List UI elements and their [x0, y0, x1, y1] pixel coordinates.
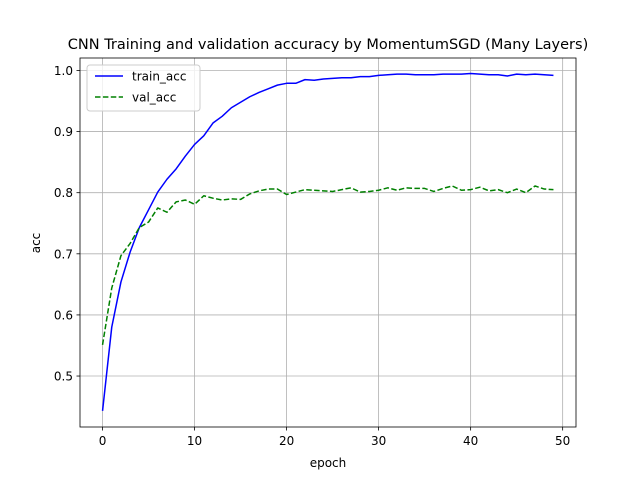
series-line-val_acc: [101, 185, 554, 345]
grid: [80, 58, 576, 427]
x-tick-label: 50: [555, 434, 570, 448]
y-tick-label: 0.5: [54, 370, 73, 384]
x-tick-label: 20: [279, 434, 294, 448]
y-tick-label: 0.8: [54, 186, 73, 200]
y-tick-label: 1.0: [54, 64, 73, 78]
x-tick-label: 30: [371, 434, 386, 448]
legend-label-train_acc: train_acc: [132, 70, 186, 84]
series-line-train_acc: [101, 72, 554, 411]
y-axis-label: acc: [29, 233, 43, 254]
legend: train_acc val_acc: [86, 64, 201, 112]
legend-label-val_acc: val_acc: [132, 91, 176, 105]
x-tick-label: 0: [99, 434, 107, 448]
y-tick-label: 0.7: [54, 247, 73, 261]
y-tick-label: 0.9: [54, 125, 73, 139]
chart-title: CNN Training and validation accuracy by …: [68, 37, 588, 53]
axes: 0 10 20 30 40 50 0.5 0.6 0.7 0.8 0.9 1.0: [54, 57, 577, 448]
series-lines: [101, 72, 554, 411]
axes-frame: [79, 57, 577, 428]
x-axis-label: epoch: [310, 456, 347, 470]
y-tick-label: 0.6: [54, 308, 73, 322]
x-tick-label: 40: [463, 434, 478, 448]
x-tick-label: 10: [187, 434, 202, 448]
